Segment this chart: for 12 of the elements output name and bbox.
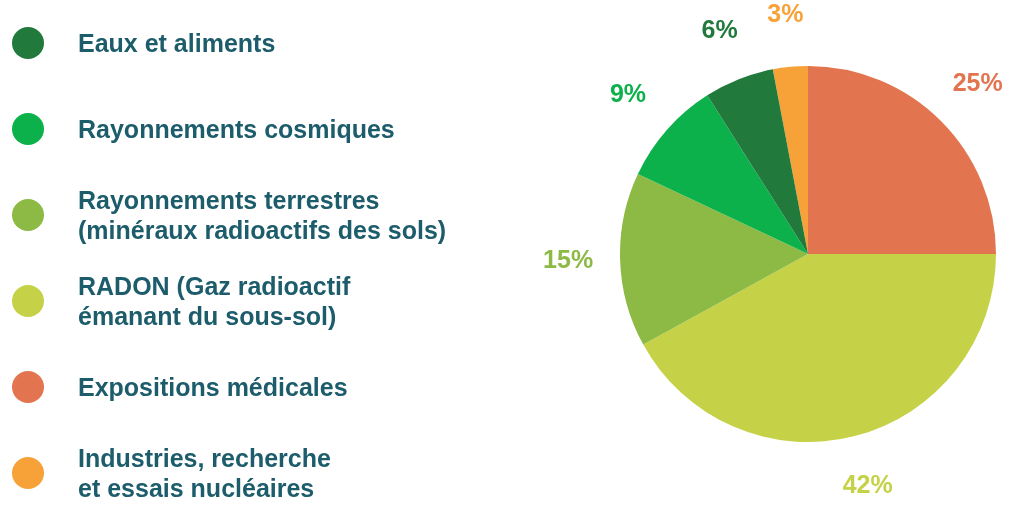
data-label: 42% — [842, 470, 893, 499]
data-label: 9% — [609, 79, 647, 108]
data-label: 25% — [952, 68, 1003, 97]
data-label: 15% — [543, 245, 594, 274]
data-label: 6% — [701, 14, 738, 43]
legend-label: Rayonnements terrestres (minéraux radioactifs des sols) — [78, 185, 447, 245]
legend-label: Rayonnements cosmiques — [78, 114, 395, 144]
legend-label: Expositions médicales — [78, 372, 348, 402]
legend-label: RADON (Gaz radioactif émanant du sous-sol) — [78, 271, 351, 331]
legend-label: Eaux et aliments — [78, 28, 276, 58]
data-label: 3% — [767, 0, 804, 27]
legend-label: Industries, recherche et essais nucléaires — [78, 443, 331, 503]
